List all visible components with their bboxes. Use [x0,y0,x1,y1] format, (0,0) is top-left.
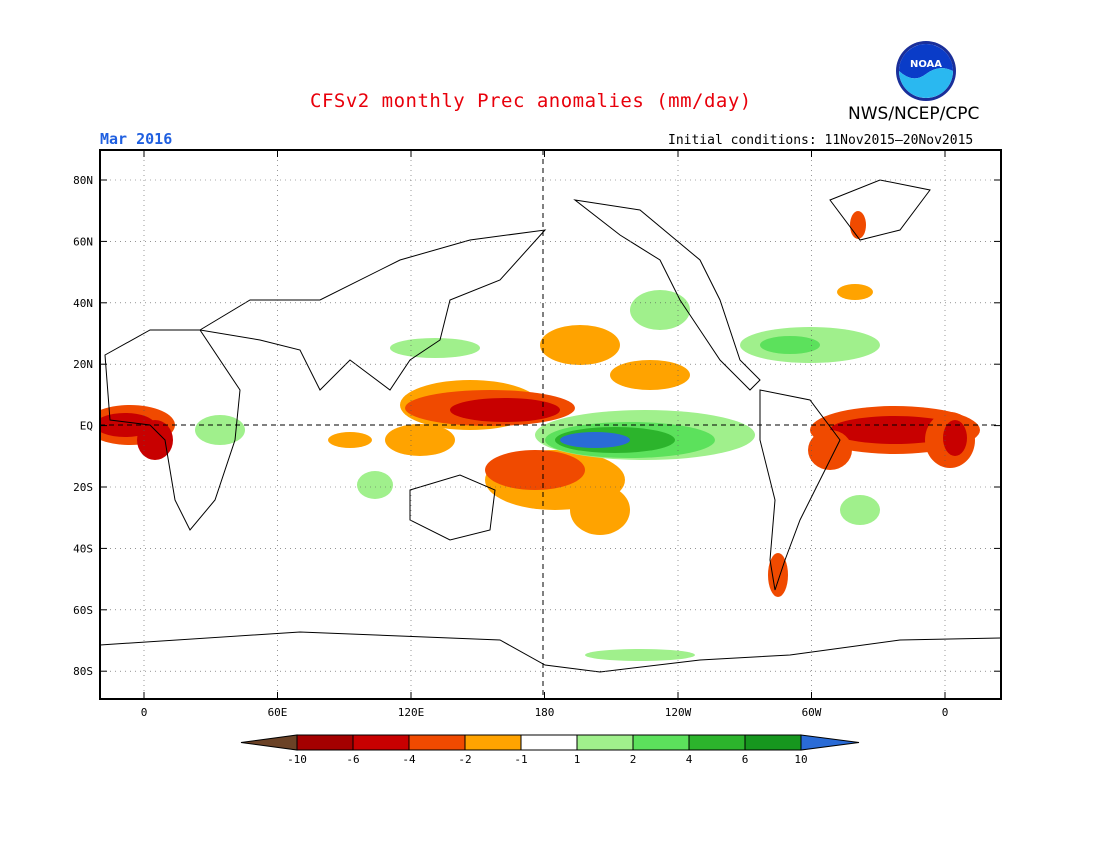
colorbar-box [464,734,522,751]
colorbar-label: -1 [514,753,527,766]
colorbar-label: 10 [794,753,807,766]
colorbar-label: 1 [574,753,581,766]
x-tick-label: 180 [535,706,555,719]
colorbar-box [576,734,634,751]
colorbar-box [520,734,578,751]
y-axis-ticks: 80N 60N 40N 20N EQ 20S 40S 60S 80S [73,174,1001,678]
colorbar-box [688,734,746,751]
coastlines [100,179,1001,673]
colorbar-label: -2 [458,753,471,766]
y-tick-label: 20N [73,358,93,371]
x-tick-label: 120E [398,706,425,719]
x-tick-label: 0 [141,706,148,719]
x-axis-ticks: 0 60E 120E 180 120W 60W 0 [141,150,949,719]
x-tick-label: 60E [268,706,288,719]
target-month: Mar 2016 [100,130,173,148]
agency-label: NWS/NCEP/CPC [848,104,980,124]
colorbar-box [632,734,690,751]
y-tick-label: 80N [73,174,93,187]
x-tick-label: 0 [942,706,949,719]
colorbar-box [408,734,466,751]
colorbar-box [744,734,802,751]
colorbar: -10 -6 -4 -2 -1 1 2 4 6 10 [240,734,860,766]
chart-title: CFSv2 monthly Prec anomalies (mm/day) [310,90,752,112]
colorbar-label: 6 [742,753,749,766]
y-tick-label: 20S [73,481,93,494]
colorbar-box [352,734,410,751]
colorbar-box [296,734,354,751]
colorbar-min-arrow [240,734,298,751]
initial-conditions: Initial conditions: 11Nov2015–20Nov2015 [668,133,974,148]
noaa-logo-icon: NOAA [896,41,956,101]
gridlines [100,150,1001,699]
y-tick-label: 40S [73,542,93,555]
x-tick-label: 60W [802,706,822,719]
colorbar-max-arrow [800,734,860,751]
x-tick-label: 120W [665,706,692,719]
colorbar-label: 2 [630,753,637,766]
noaa-logo-text: NOAA [910,59,942,70]
colorbar-label: -6 [346,753,359,766]
anomaly-shading [100,211,980,661]
colorbar-label: -10 [287,753,307,766]
y-tick-label: 80S [73,665,93,678]
y-tick-label: 60S [73,604,93,617]
y-tick-label: 40N [73,297,93,310]
colorbar-label: 4 [686,753,693,766]
y-tick-label: EQ [80,420,93,433]
y-tick-label: 60N [73,235,93,248]
colorbar-label: -4 [402,753,416,766]
